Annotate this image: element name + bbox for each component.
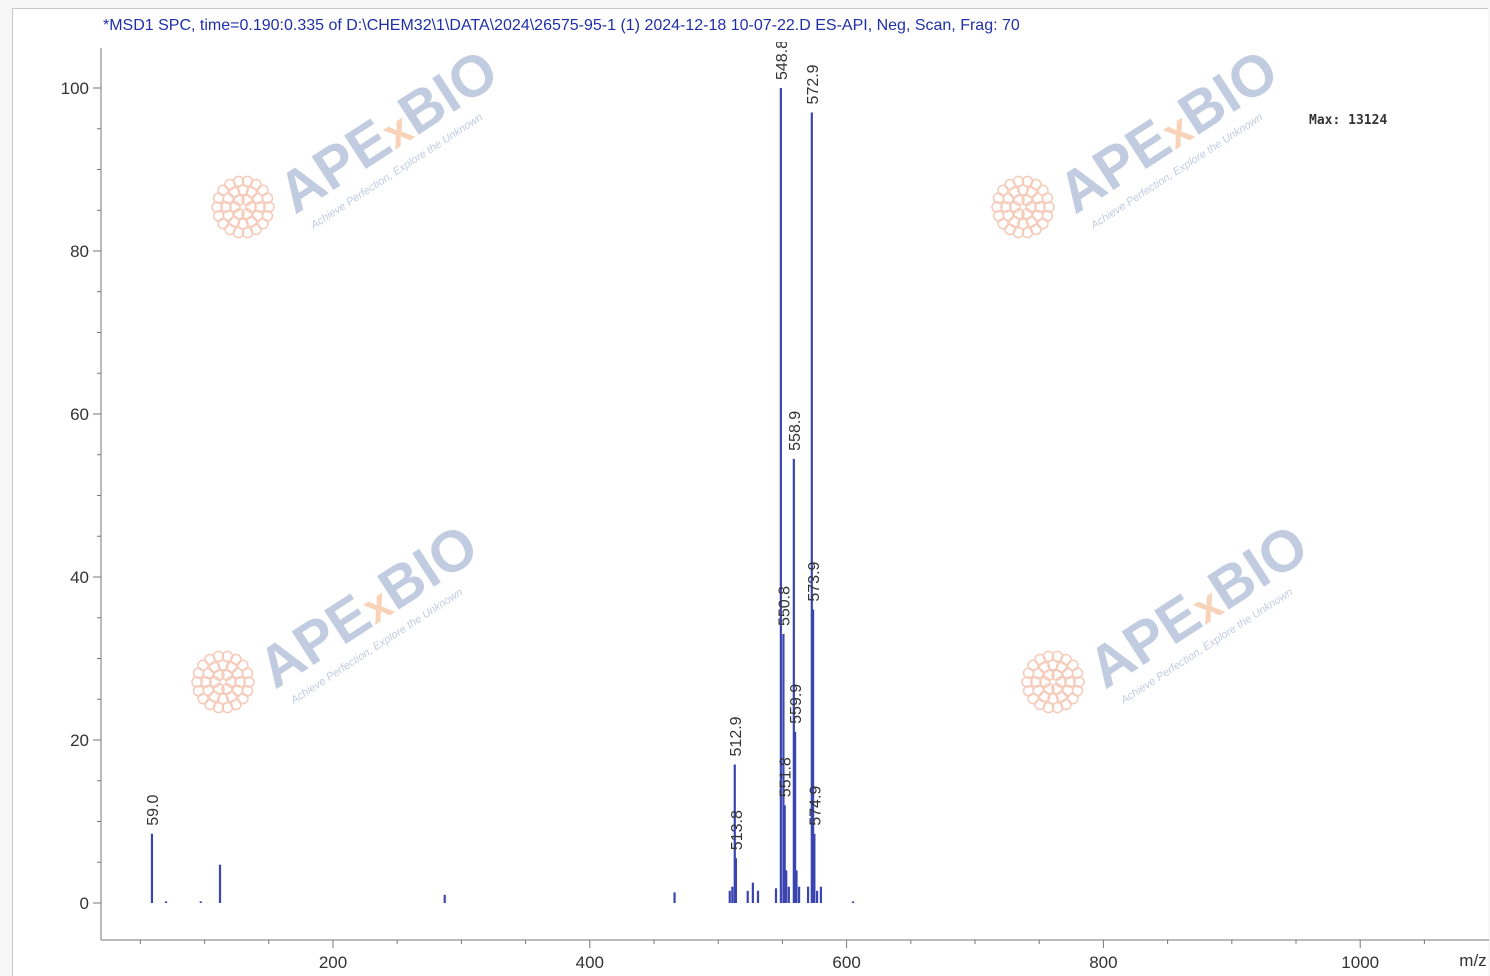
svg-text:APExBIO: APExBIO xyxy=(267,42,509,226)
y-tick-label: 80 xyxy=(70,242,89,261)
x-tick-label: 400 xyxy=(576,953,604,972)
y-tick-label: 20 xyxy=(70,731,89,750)
peak-label: 513.8 xyxy=(729,810,746,850)
spectrum-title: *MSD1 SPC, time=0.190:0.335 of D:\CHEM32… xyxy=(103,17,1020,34)
peak-label: 548.8 xyxy=(774,42,791,80)
peak-label: 558.9 xyxy=(787,411,804,451)
max-intensity-label: Max: 13124 xyxy=(1309,113,1387,128)
peak-label: 512.9 xyxy=(728,716,745,756)
peak-label: 572.9 xyxy=(805,64,822,104)
y-tick-label: 100 xyxy=(61,79,89,98)
y-tick-label: 40 xyxy=(70,568,89,587)
x-tick-label: 600 xyxy=(832,953,860,972)
peak-label: 550.8 xyxy=(776,586,793,626)
y-tick-label: 0 xyxy=(80,894,89,913)
spectrum-title-bar: *MSD1 SPC, time=0.190:0.335 of D:\CHEM32… xyxy=(12,8,1488,42)
peak-label: 59.0 xyxy=(145,794,162,825)
svg-text:APExBIO: APExBIO xyxy=(1047,42,1289,226)
x-axis-label: m/z xyxy=(1459,951,1486,970)
peak-label: 574.9 xyxy=(807,786,824,826)
svg-text:APExBIO: APExBIO xyxy=(247,512,489,701)
peak-label: 551.8 xyxy=(778,757,795,797)
x-tick-label: 1000 xyxy=(1341,953,1379,972)
x-tick-label: 200 xyxy=(319,953,347,972)
x-tick-label: 800 xyxy=(1089,953,1117,972)
peak-label: 559.9 xyxy=(788,684,805,724)
peak-label: 573.9 xyxy=(806,561,823,601)
y-tick-label: 60 xyxy=(70,405,89,424)
svg-text:APExBIO: APExBIO xyxy=(1077,512,1319,701)
plot-panel[interactable]: APExBIO Achieve Perfection, Explore the U… xyxy=(12,42,1489,976)
